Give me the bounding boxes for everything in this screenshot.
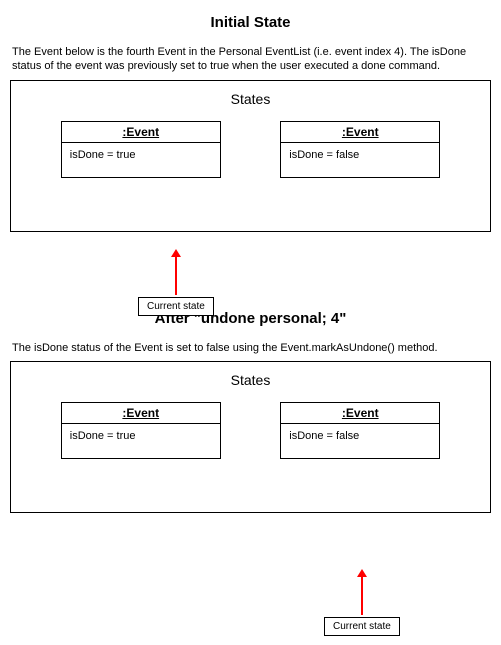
uml-object-name: :Event: [62, 403, 220, 424]
uml-object-name: :Event: [62, 122, 220, 143]
uml-object: :Event isDone = true: [61, 402, 221, 459]
section1-title: Initial State: [0, 14, 501, 31]
current-state-label: Current state: [324, 617, 400, 636]
arrow-line: [361, 577, 362, 615]
uml-object: :Event isDone = true: [61, 121, 221, 178]
uml-object-attr: isDone = false: [281, 143, 439, 177]
section1-objects-row: :Event isDone = true :Event isDone = fal…: [11, 121, 490, 178]
section2-arrow: Current state: [324, 569, 400, 636]
section1-states-label: States: [11, 91, 490, 107]
uml-object-name: :Event: [281, 122, 439, 143]
arrow-head-icon: [171, 249, 181, 257]
section2-states-box: States :Event isDone = true :Event isDon…: [10, 361, 491, 513]
section2-objects-row: :Event isDone = true :Event isDone = fal…: [11, 402, 490, 459]
section1-arrow: Current state: [138, 249, 214, 316]
section1-states-box: States :Event isDone = true :Event isDon…: [10, 80, 491, 232]
section2-states-label: States: [11, 372, 490, 388]
arrow-head-icon: [357, 569, 367, 577]
uml-object: :Event isDone = false: [280, 402, 440, 459]
uml-object-attr: isDone = false: [281, 424, 439, 458]
section2-desc: The isDone status of the Event is set to…: [0, 341, 501, 355]
uml-object-attr: isDone = true: [62, 424, 220, 458]
section2-title: After "undone personal; 4": [0, 310, 501, 327]
uml-object: :Event isDone = false: [280, 121, 440, 178]
section1-desc: The Event below is the fourth Event in t…: [0, 45, 501, 74]
uml-object-name: :Event: [281, 403, 439, 424]
current-state-label: Current state: [138, 297, 214, 316]
arrow-line: [175, 257, 176, 295]
uml-object-attr: isDone = true: [62, 143, 220, 177]
